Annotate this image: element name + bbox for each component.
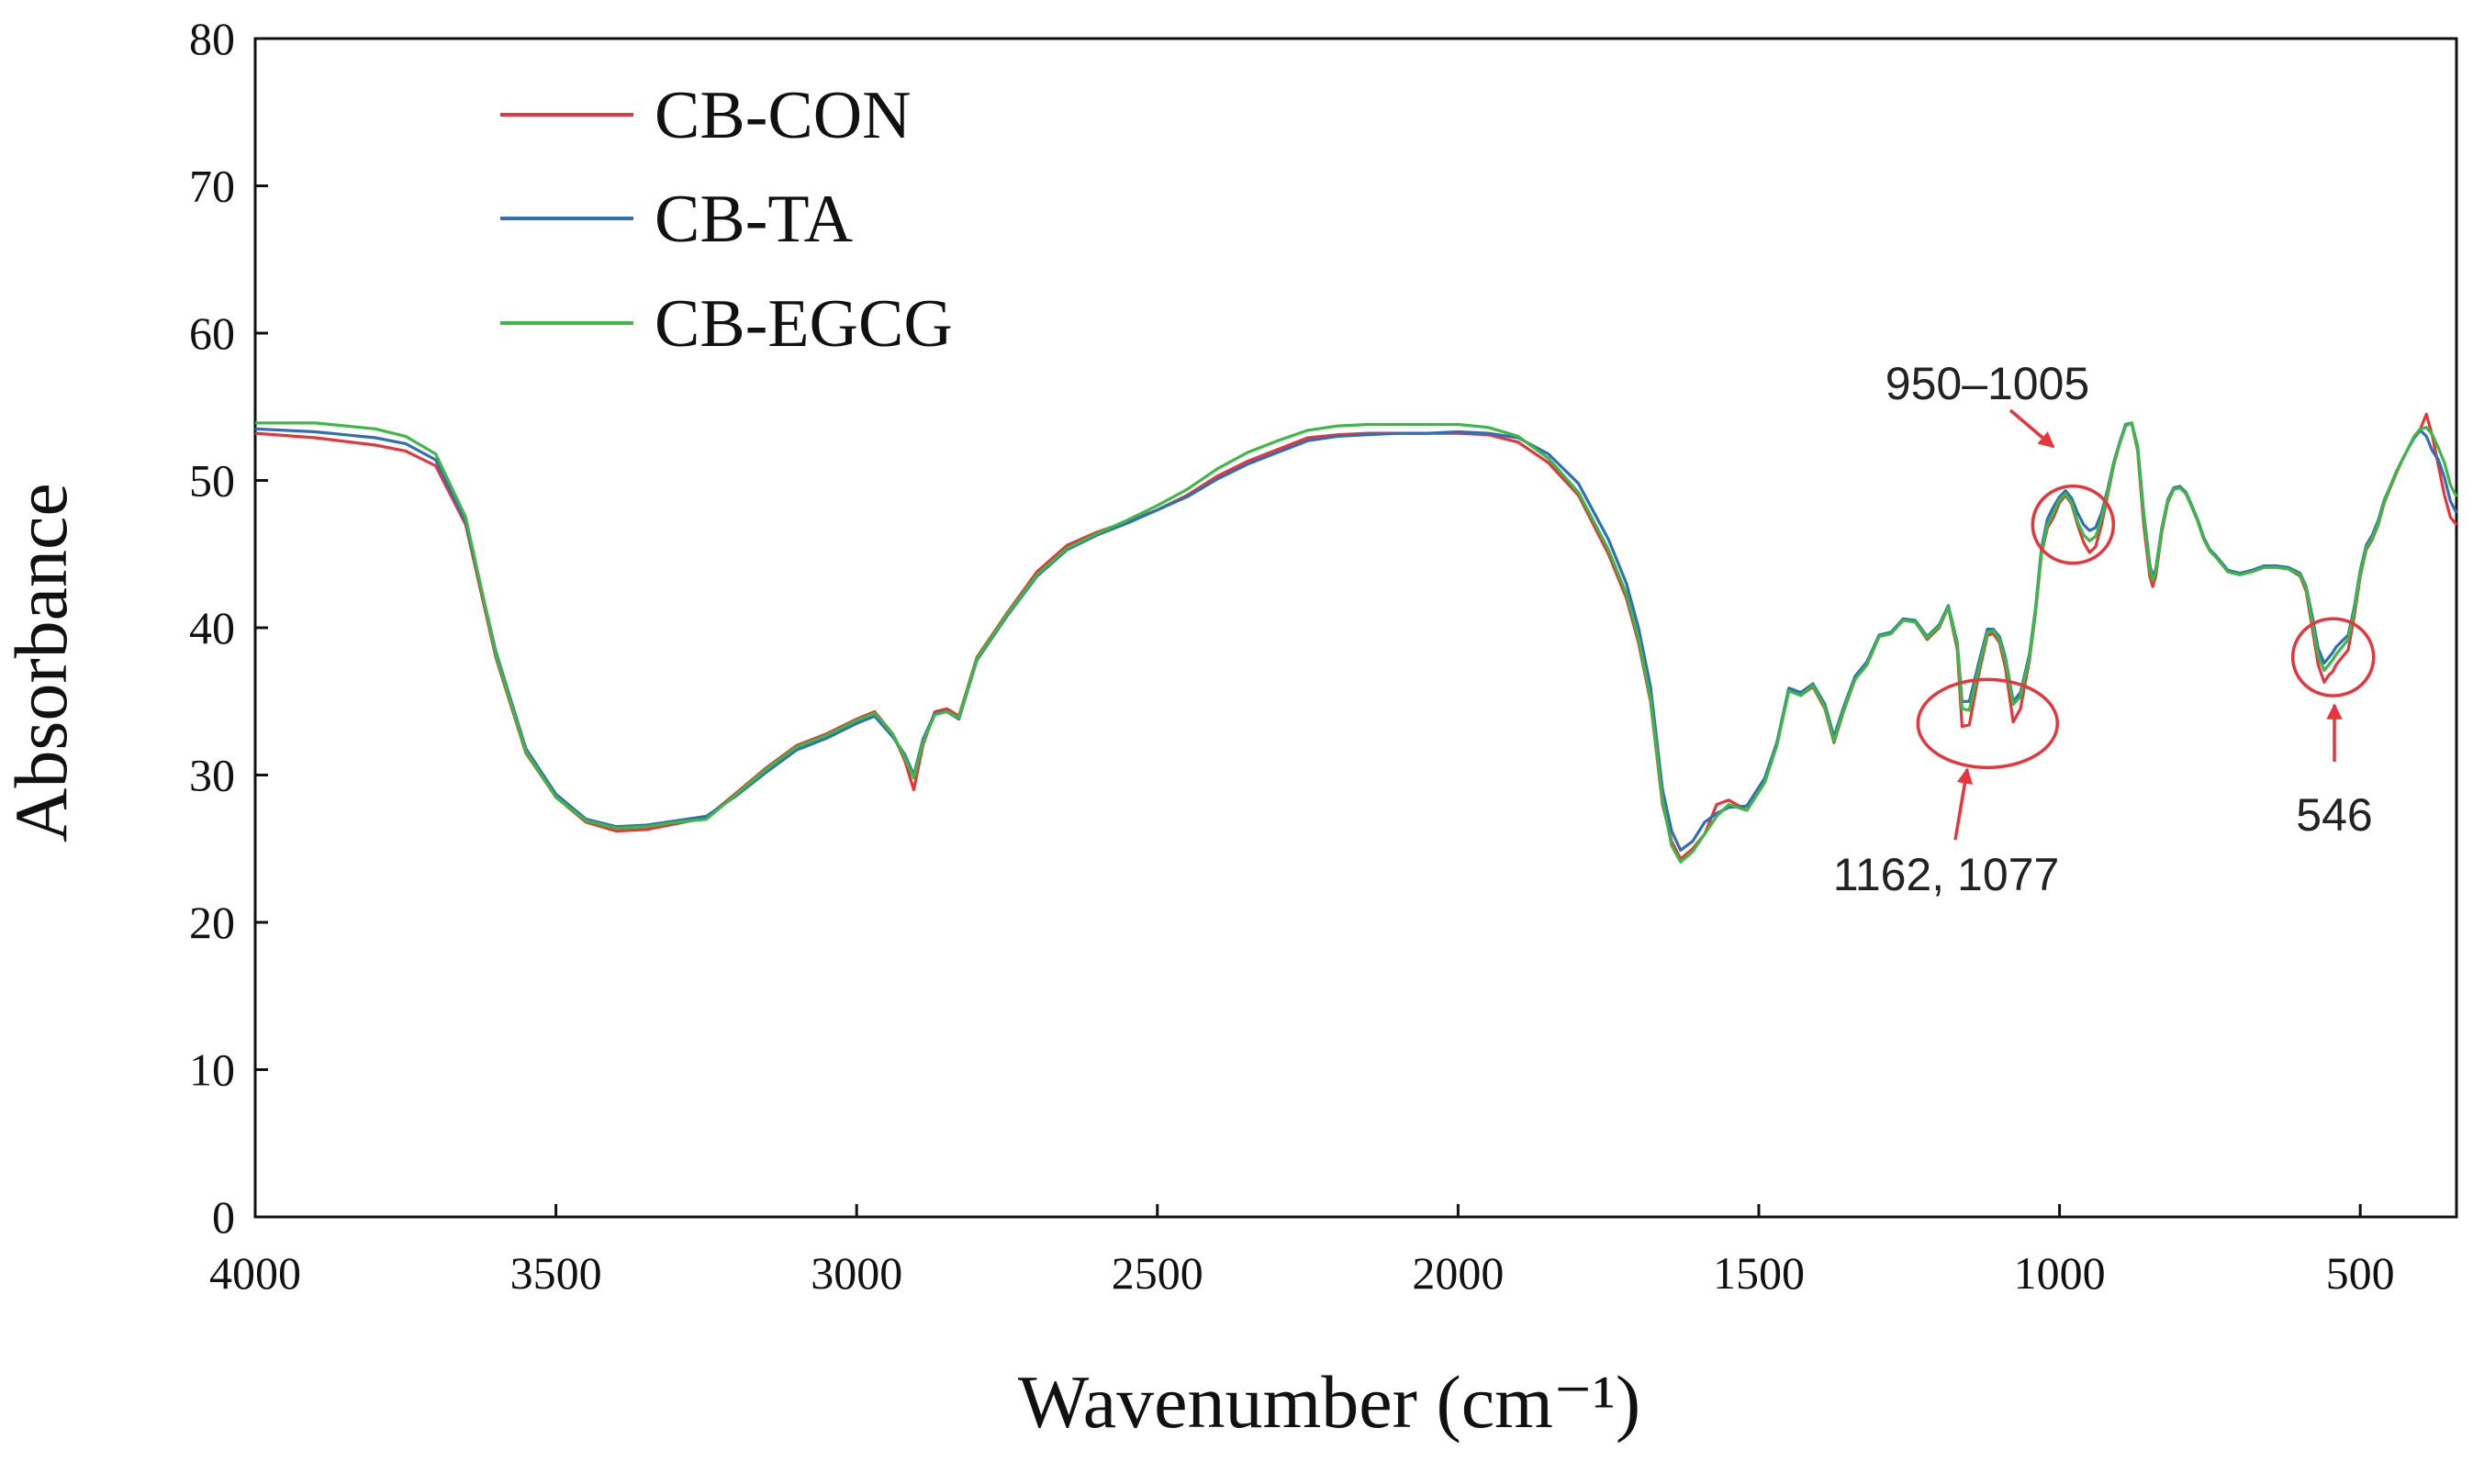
y-tick-label: 10 [189,1044,235,1096]
annotation-label-950-1005: 950–1005 [1886,358,2089,409]
x-tick-label: 3500 [510,1247,602,1299]
y-tick-label: 50 [189,455,235,507]
x-tick-label: 4000 [209,1247,301,1299]
y-tick-label: 80 [189,13,235,64]
x-tick-label: 1000 [2014,1247,2106,1299]
x-tick-label: 1500 [1713,1247,1805,1299]
annotation-label-546: 546 [2296,789,2372,841]
y-tick-label: 20 [189,897,235,948]
legend: CB-CON CB-TA CB-EGCG [500,78,953,362]
annotation-label-1162-1077: 1162, 1077 [1833,849,2060,900]
legend-label-cb-con: CB-CON [655,78,912,153]
annotation-circle-546 [2290,617,2376,697]
series-line-cb-ta [254,421,2458,853]
x-tick-label: 2500 [1112,1247,1203,1299]
x-tick-label: 2000 [1412,1247,1504,1299]
plot-border [253,37,2458,1219]
legend-label-cb-ta: CB-TA [655,182,853,257]
series-line-cb-egcg [255,421,2458,864]
annotation-arrow-950-1005 [2009,408,2055,449]
annotation-layer: 950–1005 1162, 1077 546 [1833,358,2376,900]
plot-frame [253,37,2458,1219]
y-tick-label: 30 [189,750,235,801]
x-tick-label: 3000 [811,1247,902,1299]
series-line-cb-con [254,412,2458,861]
x-tick-label: 500 [2326,1247,2395,1299]
series-layer [254,412,2458,864]
annotation-circle-950-1005 [2031,484,2116,565]
y-tick-label: 60 [189,307,235,359]
annotation-circle-1162-1077 [1916,677,2060,770]
y-tick-label: 0 [212,1191,235,1243]
y-tick-label: 40 [189,602,235,653]
y-tick-label: 70 [189,161,235,212]
x-axis-title: Wavenumber (cm⁻¹) [1018,1360,1640,1444]
y-axis-title: Absorbance [0,483,83,842]
axis-layer: 0 10 20 30 40 50 60 70 80 4000 3500 3000 2500 2000 150… [189,13,2395,1299]
annotation-arrow-1162-1077 [1953,767,1974,841]
legend-label-cb-egcg: CB-EGCG [655,286,953,362]
